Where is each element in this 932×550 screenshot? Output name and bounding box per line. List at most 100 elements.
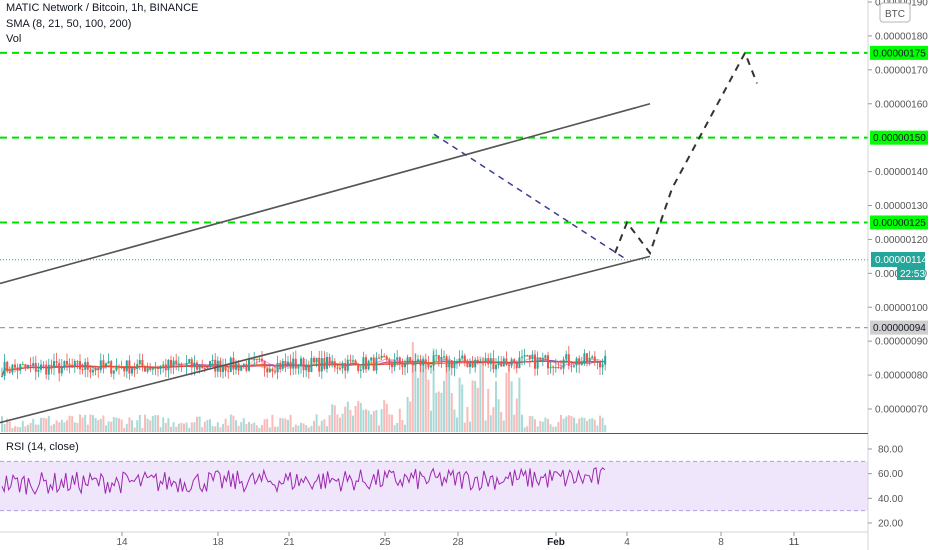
candle-body [323,358,326,369]
volume-bar [279,417,282,432]
volume-bar [422,355,425,432]
volume-bar [123,427,126,432]
volume-bar [596,425,599,432]
channel-upper-line[interactable] [0,102,651,285]
candle-body [461,355,464,359]
candle-body [125,360,128,372]
candle-body [1,375,3,377]
candle-body [84,362,87,370]
candle-body [284,360,287,365]
candle-body [120,366,123,368]
volume-bar [396,423,399,432]
candle-body [557,367,560,369]
volume-bar [479,356,482,432]
candle-body [541,357,544,360]
candle-body [492,358,495,370]
projection-path[interactable] [614,50,758,256]
candle-body [240,365,243,371]
volume-bar [453,409,456,432]
candle-body [372,357,375,371]
volume-bar [352,415,354,432]
volume-bar [388,414,391,432]
triangle-resistance-line[interactable] [433,133,628,261]
candle-body [604,355,607,365]
volume-bar [307,427,310,432]
candle-body [89,369,92,373]
volume-bar [513,414,516,432]
volume-bar [193,422,196,432]
candle-body [185,363,188,366]
candle-body [562,359,565,369]
volume-bar [42,417,45,432]
volume-bar [406,396,409,432]
volume-bar [367,410,370,432]
currency-badge[interactable]: BTC [879,2,911,23]
time-tick-label: 25 [379,537,391,548]
candle-body [105,363,107,367]
volume-bar [378,425,380,432]
volume-bar [409,401,412,432]
candle-body [414,361,417,366]
channel-lower-line[interactable] [0,255,651,424]
volume-bar [167,418,170,432]
candle-body [391,364,393,368]
candle-body [107,361,110,364]
volume-bar [242,418,245,432]
volume-bar [154,415,157,432]
candle-body [164,364,167,371]
volume-bar [149,420,152,432]
candle-body [385,356,388,360]
candle-body [198,364,201,370]
volume-bar [198,416,201,432]
volume-bar [424,364,427,432]
volume-bar [357,401,360,432]
sma-legend[interactable]: SMA (8, 21, 50, 100, 200) [6,18,132,30]
volume-bar [536,426,539,432]
candle-body [437,355,440,361]
volume-bar [440,392,443,432]
candle-body [58,362,61,374]
candle-body [318,357,321,372]
volume-bar [58,422,61,432]
volume-bar [492,407,495,432]
volume-bar [591,418,594,432]
candle-body [258,358,261,360]
candle-body [203,367,206,369]
volume-bar [97,420,100,432]
candle-body [188,359,191,364]
volume-bar [227,425,230,432]
volume-bar [68,415,71,432]
volume-legend[interactable]: Vol [6,33,22,45]
candle-body [154,367,157,369]
candle-body [528,355,531,359]
time-tick-label: 8 [718,537,724,548]
rsi-legend[interactable]: RSI (14, close) [6,441,79,453]
candle-body [99,360,102,371]
volume-bar [237,425,240,432]
volume-bar [469,421,471,432]
candle-body [289,361,292,369]
volume-bar [474,381,477,432]
volume-bar [562,418,565,432]
volume-bar [47,415,50,432]
volume-bar [73,422,76,432]
candle-body [255,359,258,361]
volume-bar [398,408,401,432]
volume-bar [432,348,435,432]
candle-body [81,369,84,371]
candle-body [518,357,521,369]
symbol-title[interactable]: MATIC Network / Bitcoin, 1h, BINANCE [6,2,199,14]
candle-body [177,363,180,365]
candle-body [227,370,230,372]
candle-body [118,365,120,367]
candle-body [430,365,432,368]
candle-body [401,364,404,368]
candle-body [417,359,419,362]
volume-bar [157,415,159,432]
candle-body [37,369,40,372]
volume-bar [120,419,123,432]
volume-bar [547,418,549,432]
volume-bar [81,417,84,432]
candle-body [268,368,271,373]
